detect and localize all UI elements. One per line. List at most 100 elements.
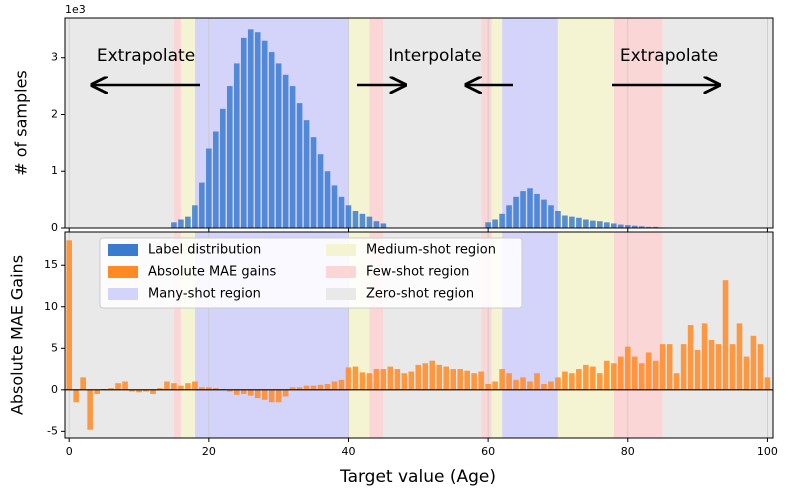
bar [275, 389, 282, 403]
bar [764, 377, 771, 390]
bar [282, 74, 289, 228]
bar [143, 389, 149, 392]
bar [87, 389, 93, 430]
bar [617, 224, 624, 228]
bar [464, 370, 470, 390]
bar [527, 381, 533, 390]
x-tick-label: 0 [66, 445, 73, 458]
bar [94, 389, 100, 394]
annotation: Extrapolate [620, 46, 718, 66]
bar [534, 373, 540, 390]
y-axis-label: Absolute MAE Gains [8, 255, 27, 415]
bar [478, 371, 484, 390]
region [491, 232, 503, 438]
bar [213, 131, 219, 228]
bar [562, 371, 568, 390]
bar [331, 381, 338, 390]
bar [206, 387, 212, 390]
bar [199, 387, 205, 390]
bar [457, 369, 463, 390]
bar [136, 389, 142, 393]
bar [129, 389, 135, 392]
bar [583, 364, 589, 390]
bar [213, 388, 219, 390]
bar [247, 389, 254, 396]
bar [303, 120, 310, 228]
bar [373, 221, 380, 228]
bar [226, 389, 233, 392]
bar [590, 366, 596, 390]
bar [359, 213, 366, 228]
plot-area [65, 18, 773, 228]
y-tick-label: 15 [44, 258, 58, 271]
bar [471, 373, 477, 390]
bar [506, 373, 512, 390]
bar [331, 185, 338, 228]
bar [185, 383, 191, 390]
bar [743, 356, 750, 390]
bar [268, 52, 275, 228]
annotation: Interpolate [388, 46, 481, 66]
bar [429, 360, 436, 390]
bar [527, 188, 533, 228]
bar [520, 191, 526, 228]
bar [303, 385, 310, 390]
bar [352, 366, 359, 390]
annotations: Extrapolate Interpolate Extrapolate 1e3 … [8, 3, 720, 487]
legend-swatch [108, 288, 138, 300]
x-axis-label: Target value (Age) [339, 467, 496, 487]
bar [541, 199, 547, 228]
bar [408, 371, 415, 390]
bar [380, 223, 387, 228]
bar [178, 219, 184, 228]
region [481, 18, 492, 228]
x-tick-label: 100 [757, 445, 778, 458]
bar [729, 344, 736, 390]
bar [254, 32, 261, 228]
bar [317, 384, 324, 390]
bar [157, 388, 163, 390]
y-tick-label: 10 [44, 300, 58, 313]
bar [611, 363, 617, 390]
bar [569, 216, 575, 228]
region [481, 232, 492, 438]
bar [562, 215, 568, 228]
x-tick-label: 20 [202, 445, 216, 458]
bar [164, 381, 170, 390]
bar [513, 379, 519, 390]
bar [108, 388, 114, 390]
bar [345, 205, 352, 228]
bar [583, 219, 589, 228]
bar [541, 384, 547, 390]
bar [422, 363, 429, 390]
region [557, 232, 614, 438]
bar [757, 344, 764, 390]
bar [611, 223, 617, 228]
bar [220, 108, 226, 228]
region [613, 232, 663, 438]
bar [680, 344, 687, 390]
legend-swatch [326, 244, 356, 256]
y-tick-label: 2 [51, 107, 58, 120]
y-tick-label: 3 [51, 51, 58, 64]
bar [345, 367, 352, 390]
bar [296, 387, 303, 390]
bar [499, 213, 505, 228]
axes-frame [64, 231, 774, 439]
bar [171, 383, 177, 390]
bar [178, 385, 184, 390]
legend-frame [99, 237, 523, 309]
bar [401, 373, 408, 390]
bar [534, 193, 540, 228]
legend-swatch [326, 288, 356, 300]
offset-label: 1e3 [65, 3, 86, 16]
bar [499, 369, 505, 390]
bar [226, 86, 233, 228]
bar [492, 219, 498, 228]
x-tick-label: 80 [621, 445, 635, 458]
bar [492, 381, 498, 390]
y-tick-label: 1 [51, 164, 58, 177]
bar [254, 389, 261, 399]
bar [576, 369, 582, 390]
bar [185, 216, 191, 228]
